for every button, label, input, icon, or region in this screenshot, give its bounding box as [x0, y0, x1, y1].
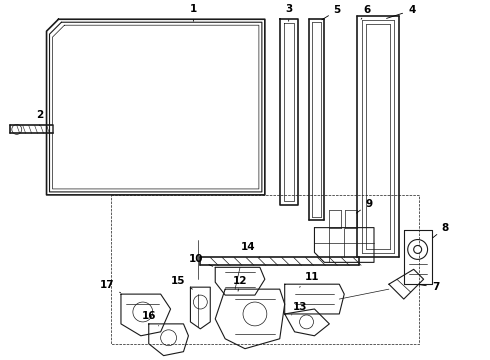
Text: 4: 4: [387, 5, 416, 18]
Text: 2: 2: [36, 109, 43, 125]
Text: 5: 5: [322, 5, 341, 20]
Text: 13: 13: [292, 302, 307, 315]
Text: 17: 17: [100, 280, 121, 293]
Text: 1: 1: [190, 4, 197, 21]
Text: 9: 9: [356, 199, 372, 213]
Text: 3: 3: [285, 4, 293, 21]
Text: 11: 11: [299, 272, 320, 287]
Text: 10: 10: [189, 255, 213, 266]
Text: 8: 8: [433, 222, 449, 238]
Text: 16: 16: [142, 311, 159, 326]
Text: 6: 6: [361, 5, 370, 19]
Text: 15: 15: [172, 276, 193, 289]
Text: 14: 14: [241, 243, 260, 257]
Circle shape: [414, 246, 421, 253]
Text: 7: 7: [419, 282, 439, 292]
Text: 12: 12: [233, 276, 247, 291]
